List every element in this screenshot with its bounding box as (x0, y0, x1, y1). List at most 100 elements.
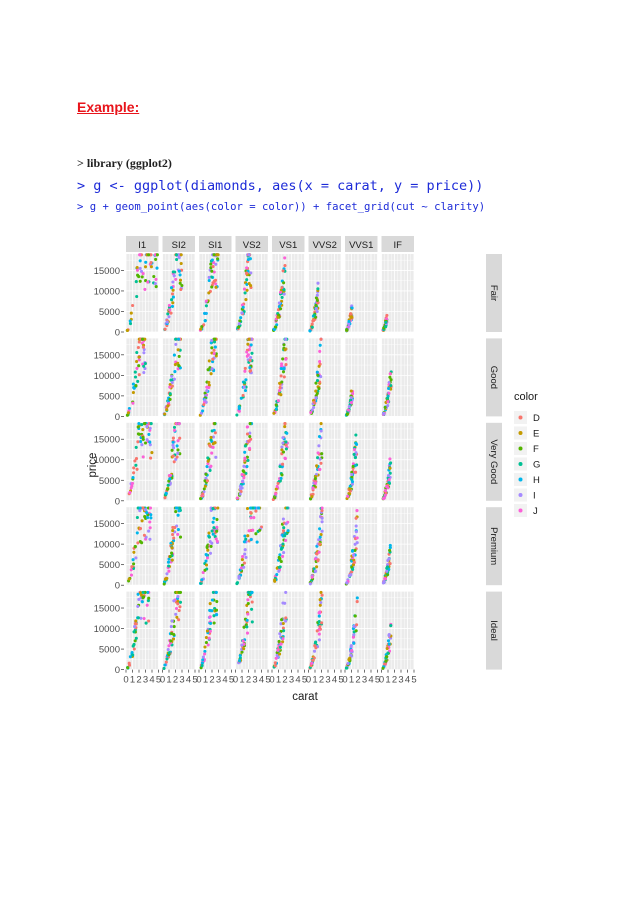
y-tick-label: 10000 (94, 455, 120, 466)
data-point (171, 436, 175, 440)
x-tick-label: 3 (325, 675, 330, 686)
data-point (210, 338, 214, 342)
data-point (388, 471, 392, 475)
data-point (249, 437, 253, 441)
data-point (344, 666, 348, 670)
data-point (280, 618, 284, 622)
data-point (135, 294, 139, 299)
data-point (147, 529, 151, 533)
facet-row-label: Very Good (488, 439, 499, 484)
data-point (245, 631, 250, 635)
data-point (308, 582, 312, 586)
data-point (134, 463, 138, 467)
data-point (177, 422, 181, 426)
data-point (154, 257, 158, 261)
data-point (350, 570, 354, 574)
data-point (203, 484, 207, 488)
x-tick-label: 5 (411, 675, 416, 686)
data-point (242, 647, 246, 651)
data-point (349, 389, 353, 393)
data-point (238, 484, 242, 489)
data-point (316, 456, 320, 460)
data-point (147, 253, 151, 257)
data-point (242, 464, 246, 468)
data-point (285, 431, 289, 435)
data-point (177, 509, 181, 513)
data-point (242, 381, 247, 385)
data-point (354, 433, 358, 437)
data-point (167, 651, 171, 655)
data-point (207, 275, 211, 279)
data-point (246, 458, 250, 462)
data-point (310, 575, 314, 579)
data-point (286, 529, 290, 533)
data-point (353, 614, 357, 618)
data-point (136, 592, 140, 596)
data-point (169, 311, 173, 315)
data-point (318, 603, 322, 607)
data-point (202, 323, 206, 327)
data-point (174, 277, 178, 281)
data-point (240, 650, 244, 654)
data-point (348, 484, 352, 488)
data-point (163, 496, 167, 500)
data-point (238, 659, 242, 663)
data-point (207, 380, 211, 384)
data-point (140, 337, 145, 341)
data-point (278, 632, 282, 636)
data-point (382, 412, 386, 416)
data-point (148, 520, 152, 524)
data-point (213, 422, 217, 426)
data-point (274, 325, 278, 329)
data-point (208, 629, 212, 633)
x-tick-label: 1 (349, 675, 354, 686)
data-point (141, 455, 145, 459)
data-point (347, 658, 351, 662)
data-point (345, 328, 349, 332)
facet-row-strip-Good (486, 338, 502, 417)
data-point (204, 304, 208, 308)
data-point (349, 398, 353, 402)
x-tick-label: 0 (379, 675, 384, 686)
data-point (200, 661, 204, 665)
data-point (168, 554, 172, 559)
data-point (315, 565, 319, 569)
data-point (150, 451, 154, 455)
data-point (388, 466, 392, 470)
data-point (202, 403, 206, 407)
data-point (243, 552, 247, 556)
data-point (350, 648, 354, 652)
data-point (131, 382, 135, 386)
data-point (350, 472, 354, 477)
data-point (166, 560, 171, 564)
data-point (348, 487, 352, 491)
data-point (350, 470, 354, 474)
data-point (208, 551, 213, 555)
data-point (138, 509, 142, 513)
data-point (245, 354, 249, 358)
data-point (239, 316, 243, 320)
data-point (215, 599, 219, 604)
facet-strip-SI2 (162, 236, 195, 252)
data-point (174, 337, 178, 341)
y-tick-label: 0 (115, 581, 120, 592)
x-tick-label: 4 (368, 675, 373, 686)
data-point (241, 393, 245, 397)
data-point (178, 281, 182, 285)
data-point (383, 405, 387, 409)
data-point (146, 590, 150, 594)
data-point (388, 548, 392, 552)
data-point (172, 446, 176, 450)
data-point (315, 391, 319, 396)
data-point (347, 319, 351, 323)
data-point (283, 425, 287, 429)
facet-row-label: Premium (488, 527, 499, 565)
data-point (245, 266, 249, 270)
data-point (178, 273, 182, 277)
data-point (281, 357, 285, 361)
data-point (312, 649, 317, 653)
data-point (171, 529, 175, 533)
data-point (131, 644, 135, 648)
data-point (214, 537, 218, 541)
data-point (138, 526, 143, 531)
